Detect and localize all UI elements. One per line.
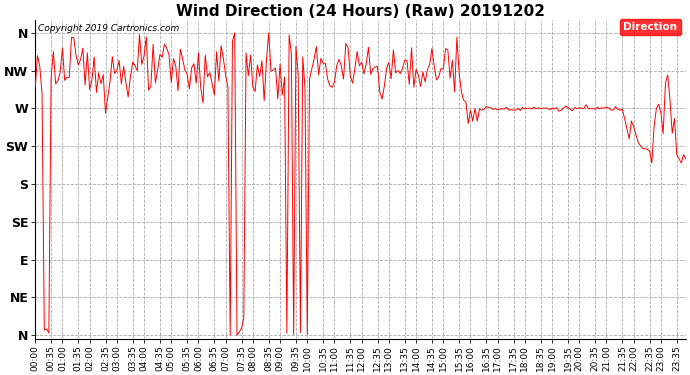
Title: Wind Direction (24 Hours) (Raw) 20191202: Wind Direction (24 Hours) (Raw) 20191202 [176,4,545,19]
Legend: Direction: Direction [620,19,680,35]
Text: Copyright 2019 Cartronics.com: Copyright 2019 Cartronics.com [39,24,179,33]
